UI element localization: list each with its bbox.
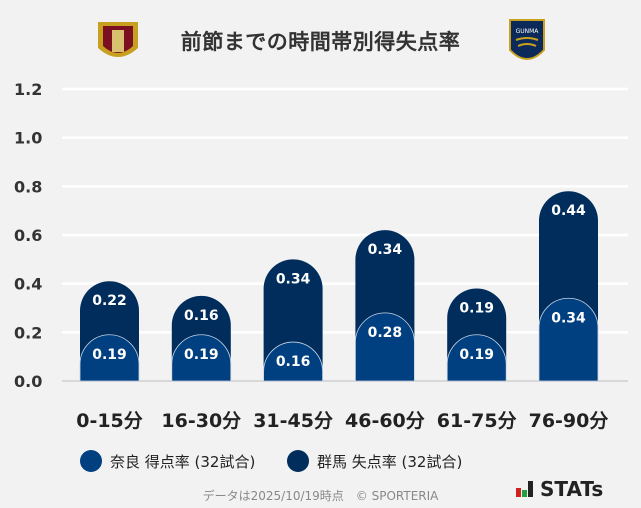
nara-logo	[98, 22, 138, 57]
data-label-nara: 0.19	[459, 347, 494, 363]
data-label-gunma: 0.34	[276, 271, 311, 287]
data-label-nara: 0.19	[92, 347, 127, 363]
stats-brand-label: STATs	[540, 477, 604, 501]
bar-nara-scored	[171, 334, 232, 382]
y-tick-label: 0.4	[14, 275, 42, 294]
footer-note: データは2025/10/19時点 © SPORTERIA	[202, 489, 439, 503]
legend-nara: 奈良 得点率 (32試合)	[80, 450, 255, 472]
bar-nara-scored	[446, 334, 507, 382]
stats-logo-icon	[516, 481, 533, 497]
legend-gunma-label: 群馬 失点率 (32試合)	[317, 452, 463, 471]
svg-text:GUNMA: GUNMA	[516, 28, 540, 35]
bar-nara-scored	[79, 334, 140, 382]
bar-nara-scored	[355, 312, 415, 382]
data-label-gunma: 0.22	[92, 293, 127, 309]
data-label-gunma: 0.44	[551, 203, 586, 219]
y-tick-label: 1.0	[14, 129, 42, 148]
data-label-nara: 0.16	[276, 354, 311, 370]
bar-nara-scored	[263, 341, 323, 382]
y-tick-label: 0.2	[14, 323, 42, 342]
x-tick-label: 61-75分	[437, 410, 517, 432]
data-label-nara: 0.19	[184, 347, 219, 363]
data-label-nara: 0.34	[551, 310, 586, 326]
stats-brand: STATs	[516, 477, 603, 501]
gunma-logo: GUNMA	[509, 19, 545, 60]
data-label-nara: 0.28	[368, 325, 403, 341]
data-label-gunma: 0.19	[459, 301, 494, 317]
data-label-gunma: 0.16	[184, 308, 219, 324]
y-tick-label: 0.0	[14, 372, 42, 391]
y-tick-label: 0.8	[14, 177, 42, 196]
x-tick-label: 76-90分	[529, 410, 609, 432]
y-tick-label: 0.6	[14, 226, 42, 245]
data-label-gunma: 0.34	[368, 242, 403, 258]
x-tick-label: 31-45分	[253, 410, 333, 432]
legend-gunma-swatch	[287, 450, 309, 472]
x-tick-label: 16-30分	[161, 410, 241, 432]
legend-gunma: 群馬 失点率 (32試合)	[287, 450, 462, 472]
chart-title: 前節までの時間帯別得失点率	[180, 30, 461, 54]
bar-nara-scored	[538, 297, 599, 382]
legend-nara-swatch	[80, 450, 102, 472]
legend-nara-label: 奈良 得点率 (32試合)	[110, 452, 256, 471]
x-tick-label: 0-15分	[76, 410, 143, 432]
y-tick-label: 1.2	[14, 80, 42, 99]
x-tick-label: 46-60分	[345, 410, 425, 432]
